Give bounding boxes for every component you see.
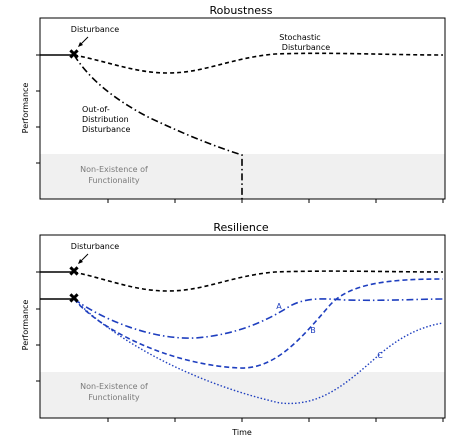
ood-label-line3: Disturbance [82,125,130,134]
disturbance-marker-icon: ✖ [68,47,80,63]
robustness-ticks [36,54,444,203]
curve-c [73,298,444,405]
ood-label-line1: Out-of- [82,105,110,114]
non-existence-label-line1: Non-Existence of [80,165,148,174]
stochastic-label-line2: Disturbance [282,43,330,52]
non-existence-label-line1: Non-Existence of [80,382,148,391]
stochastic-label-line1: Stochastic [279,33,320,42]
curve-c-label: C [377,351,383,360]
disturbance-label: Disturbance [71,25,119,34]
curve-a-label: A [276,302,282,311]
disturbance-marker-lower-icon: ✖ [68,291,80,307]
curve-b-label: B [310,326,316,335]
disturbance-arrowhead-icon [78,259,83,264]
curve-a [73,298,444,339]
stochastic-disturbance-curve [73,52,444,74]
resilience-ticks [36,271,444,422]
disturbance-marker-upper-icon: ✖ [68,264,80,280]
resilience-title: Resilience [213,221,269,234]
ood-label-line2: Distribution [82,115,129,124]
disturbance-arrowhead-icon [78,42,83,47]
reference-curve [73,270,444,292]
non-existence-label-line2: Functionality [88,176,140,185]
resilience-panel: Resilience Non-Existence of Functionalit… [21,221,446,437]
resilience-xlabel: Time [231,428,252,437]
robustness-ylabel: Performance [21,83,30,134]
non-existence-region [40,372,445,418]
ood-disturbance-curve [73,54,243,199]
resilience-ylabel: Performance [21,300,30,351]
robustness-panel: Robustness Non-Existence of Functionalit… [21,4,446,203]
disturbance-label: Disturbance [71,242,119,251]
robustness-title: Robustness [209,4,272,17]
curve-b [73,278,444,369]
non-existence-label-line2: Functionality [88,393,140,402]
